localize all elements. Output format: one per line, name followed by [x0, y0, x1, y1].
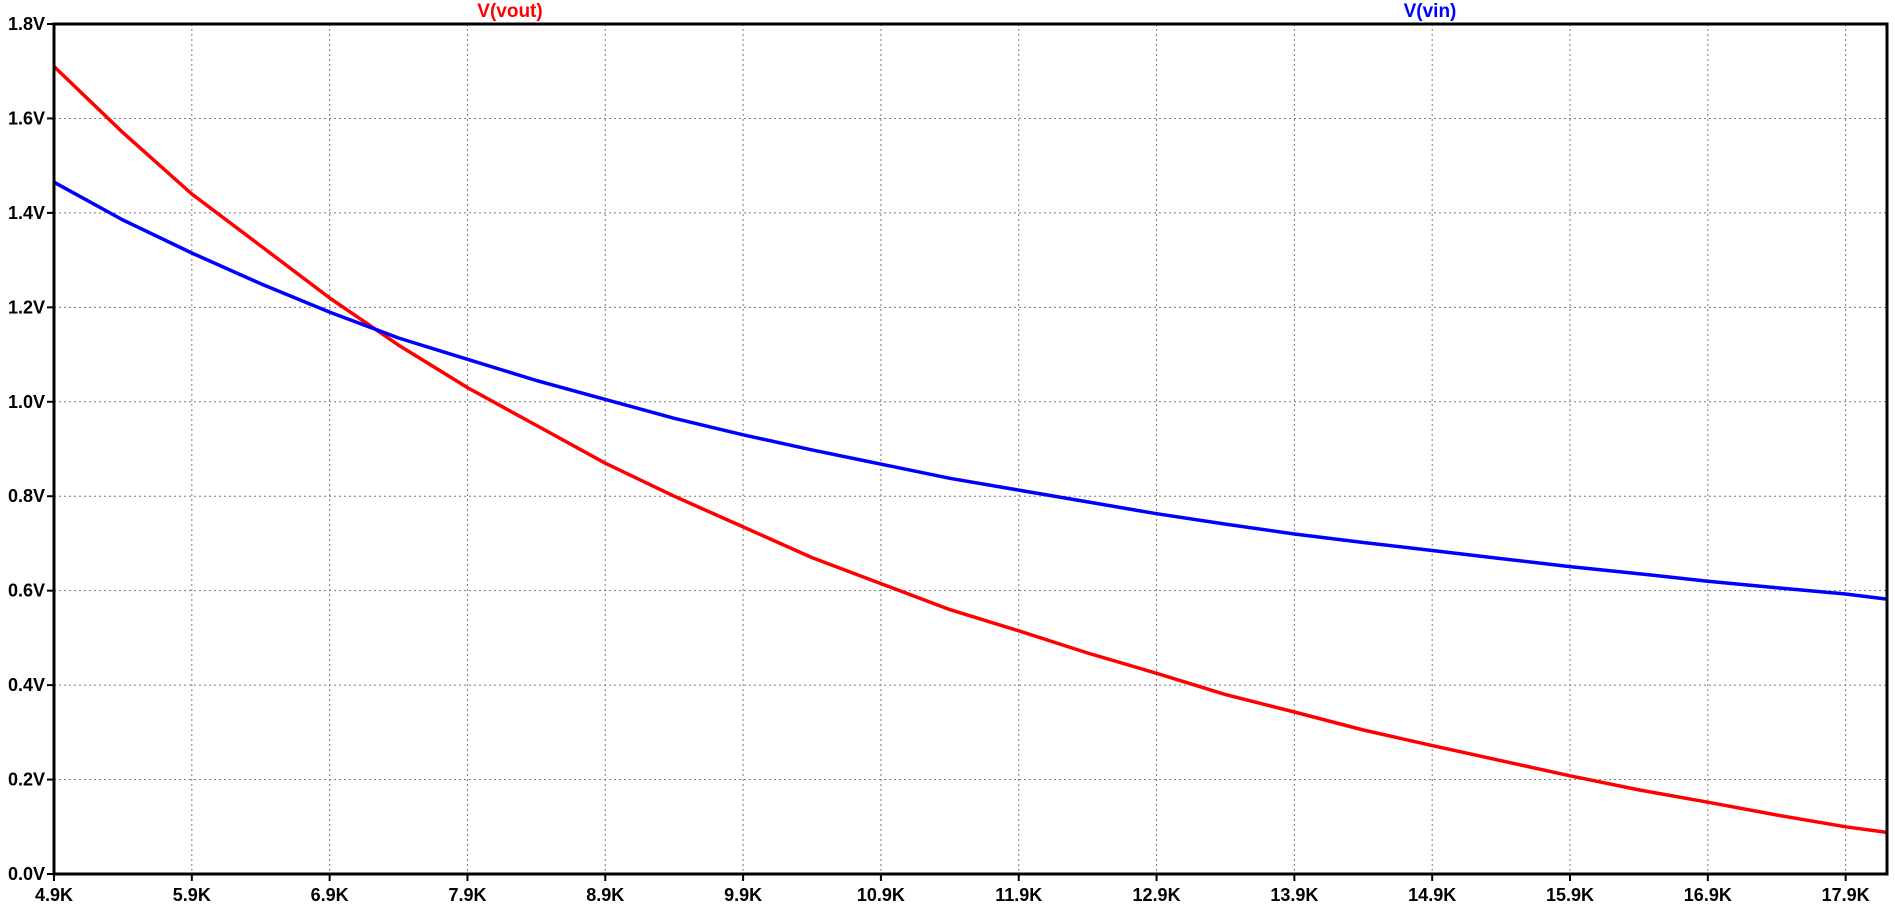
y-tick-label: 0.8V: [8, 486, 45, 506]
x-tick-label: 4.9K: [35, 885, 73, 905]
y-tick-label: 1.8V: [8, 14, 45, 34]
legend-label-v-vin[interactable]: V(vin): [1404, 1, 1457, 22]
x-tick-label: 5.9K: [173, 885, 211, 905]
x-tick-label: 11.9K: [995, 885, 1042, 905]
grid-lines: [54, 24, 1887, 874]
x-tick-label: 10.9K: [857, 885, 905, 905]
x-tick-label: 13.9K: [1270, 885, 1318, 905]
x-tick-label: 9.9K: [724, 885, 762, 905]
plot-frame: [52, 22, 1889, 876]
legend-label-v-vout[interactable]: V(vout): [477, 1, 542, 22]
trace-legend: V(vout) V(vin): [477, 1, 1456, 22]
x-tick-label: 16.9K: [1684, 885, 1732, 905]
axis-tick-labels: 4.9K 5.9K 6.9K 7.9K 8.9K 9.9K 10.9K 11.9K 12.9K 1…: [8, 14, 1870, 905]
x-tick-label: 7.9K: [448, 885, 486, 905]
y-tick-label: 0.0V: [8, 864, 45, 884]
x-tick-label: 14.9K: [1408, 885, 1456, 905]
axis-ticks: [47, 23, 1847, 881]
x-tick-label: 8.9K: [586, 885, 624, 905]
y-tick-label: 1.0V: [8, 392, 45, 412]
y-tick-label: 0.6V: [8, 581, 45, 601]
trace-v-vout[interactable]: [54, 65, 1887, 835]
y-tick-label: 1.4V: [8, 203, 45, 223]
y-tick-label: 1.2V: [8, 297, 45, 317]
y-tick-label: 0.2V: [8, 770, 45, 790]
trace-layer: [54, 65, 1887, 835]
x-tick-label: 17.9K: [1822, 885, 1870, 905]
y-tick-label: 0.4V: [8, 675, 45, 695]
trace-v-vin[interactable]: [54, 180, 1887, 601]
x-tick-label: 12.9K: [1133, 885, 1181, 905]
x-tick-label: 15.9K: [1546, 885, 1594, 905]
x-tick-label: 6.9K: [311, 885, 349, 905]
y-tick-label: 1.6V: [8, 108, 45, 128]
